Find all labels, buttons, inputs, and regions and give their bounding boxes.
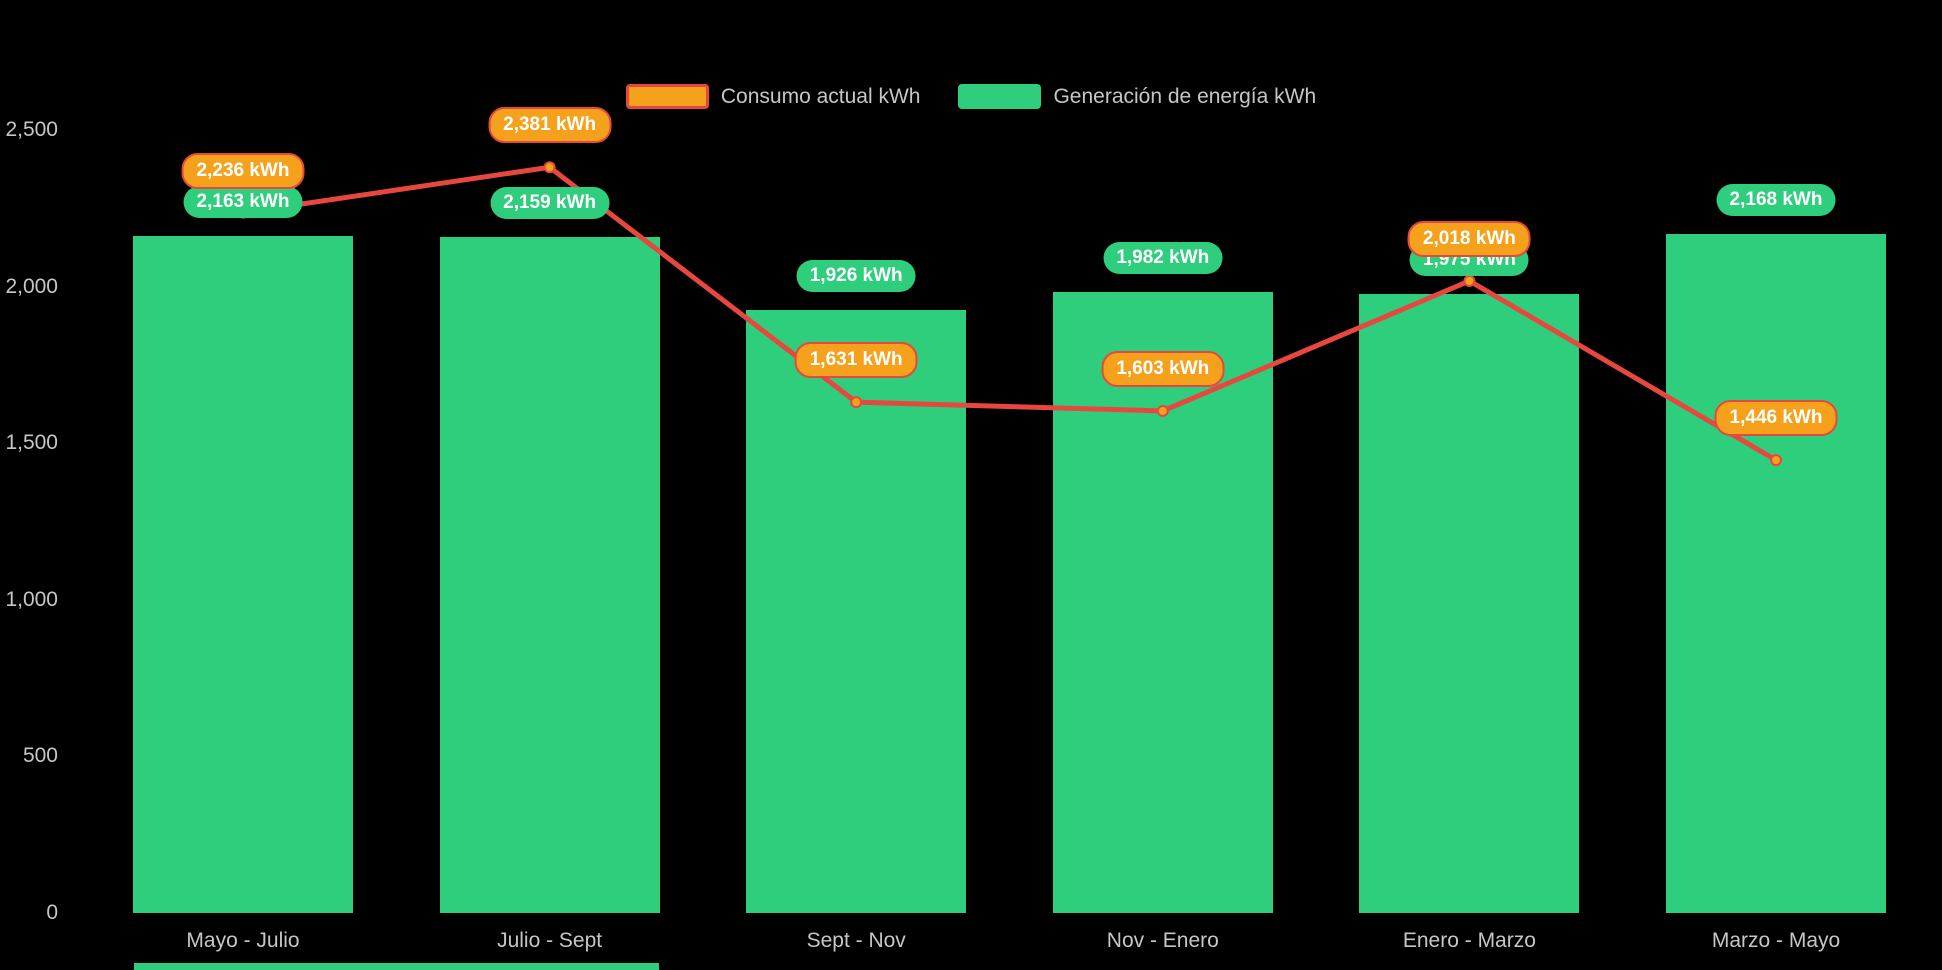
- generation-bar[interactable]: [1359, 294, 1580, 913]
- y-axis-tick-label: 1,000: [5, 587, 58, 611]
- consumption-value-label: 1,603 kWh: [1101, 350, 1225, 387]
- x-axis-label: Nov - Enero: [1106, 929, 1219, 952]
- generation-value-label: 2,168 kWh: [1716, 183, 1836, 216]
- y-axis-tick-label: 0: [46, 901, 58, 924]
- generation-value-label: 2,163 kWh: [183, 185, 303, 218]
- legend-item-consumo[interactable]: Consumo actual kWh: [625, 84, 921, 109]
- consumo-legend-label: Consumo actual kWh: [720, 84, 921, 108]
- consumption-value-label: 2,381 kWh: [488, 107, 612, 144]
- legend-item-generacion[interactable]: Generación de energía kWh: [958, 84, 1316, 109]
- consumo-legend-swatch-icon: [625, 84, 709, 109]
- generacion-legend-label: Generación de energía kWh: [1053, 84, 1317, 108]
- generation-value-label: 1,926 kWh: [796, 259, 916, 292]
- generacion-legend-swatch-icon: [958, 84, 1042, 109]
- bottom-green-strip: [134, 963, 659, 970]
- consumption-point[interactable]: [1463, 274, 1476, 287]
- x-axis-label: Mayo - Julio: [186, 929, 300, 952]
- x-axis-label: Julio - Sept: [497, 929, 603, 952]
- generation-value-label: 2,159 kWh: [490, 186, 610, 219]
- x-axis-label: Enero - Marzo: [1402, 929, 1536, 952]
- y-axis-tick-label: 2,500: [5, 118, 58, 141]
- x-axis-label: Marzo - Mayo: [1711, 929, 1841, 952]
- consumption-value-label: 2,018 kWh: [1407, 220, 1531, 257]
- generation-bar[interactable]: [1666, 233, 1886, 913]
- generation-bar[interactable]: [133, 235, 353, 913]
- consumption-value-label: 1,446 kWh: [1714, 400, 1838, 437]
- generation-bar[interactable]: [439, 236, 660, 913]
- consumption-point[interactable]: [543, 161, 556, 174]
- y-axis-tick-label: 2,000: [5, 274, 58, 298]
- x-axis-label: Sept - Nov: [806, 929, 906, 952]
- y-axis-tick-label: 500: [22, 744, 58, 768]
- generation-bar[interactable]: [746, 309, 967, 913]
- chart-legend: Consumo actual kWh Generación de energía…: [0, 84, 1942, 109]
- consumption-value-label: 1,631 kWh: [794, 342, 918, 379]
- generation-value-label: 1,982 kWh: [1103, 242, 1223, 275]
- y-axis-tick-label: 1,500: [5, 431, 58, 455]
- consumption-value-label: 2,236 kWh: [181, 152, 305, 189]
